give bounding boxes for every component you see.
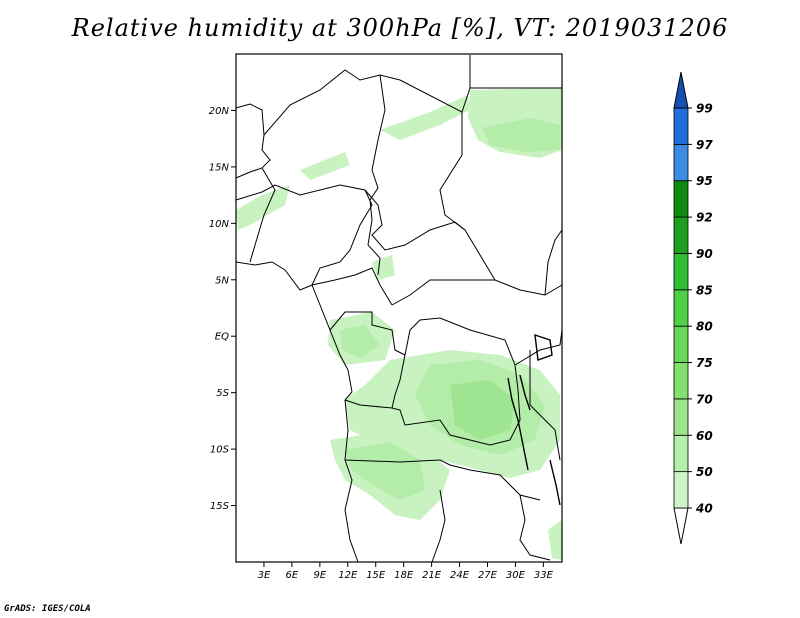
colorbar-label: 99 — [696, 102, 713, 116]
lon-tick-label: 3E — [258, 570, 271, 581]
colorbar-segment — [673, 180, 689, 218]
colorbar-segment — [673, 362, 689, 400]
colorbar: 40 50 60 70 75 80 85 90 92 95 97 99 — [673, 71, 713, 545]
colorbar-label: 40 — [695, 502, 713, 516]
lon-tick-label: 18E — [394, 570, 414, 581]
colorbar-label: 50 — [696, 465, 713, 479]
colorbar-upper-arrow — [673, 71, 689, 109]
colorbar-segment — [673, 398, 689, 436]
colorbar-segment — [673, 107, 689, 145]
colorbar-segment — [673, 143, 689, 182]
lon-tick-label: 33E — [534, 570, 554, 581]
humidity-shading — [236, 88, 562, 560]
lat-tick-label: EQ — [215, 332, 229, 343]
colorbar-segment — [673, 289, 689, 327]
lon-tick-label: 21E — [422, 570, 442, 581]
colorbar-segment — [673, 434, 689, 473]
grads-credit: GrADS: IGES/COLA — [4, 604, 91, 614]
colorbar-label: 92 — [696, 211, 713, 225]
lon-tick-label: 12E — [338, 570, 358, 581]
lat-tick-label: 10S — [210, 445, 230, 456]
lat-tick-label: 20N — [209, 106, 230, 117]
colorbar-segment — [673, 325, 689, 363]
colorbar-segment — [673, 253, 689, 291]
colorbar-label: 90 — [696, 247, 713, 261]
lon-tick-label: 30E — [506, 570, 526, 581]
lat-tick-label: 5N — [215, 275, 229, 286]
lon-tick-label: 27E — [478, 570, 498, 581]
map-frame — [235, 53, 563, 563]
colorbar-label: 85 — [696, 283, 713, 297]
colorbar-label: 75 — [696, 356, 713, 370]
colorbar-label: 80 — [696, 320, 713, 334]
colorbar-segment — [673, 471, 689, 509]
lat-tick-label: 10N — [209, 219, 230, 230]
colorbar-label: 70 — [696, 392, 713, 406]
lat-tick-label: 15N — [209, 162, 230, 173]
lon-tick-label: 9E — [313, 570, 326, 581]
colorbar-segment — [673, 216, 689, 254]
latitude-axis: 20N 15N 10N 5N EQ 5S 10S 15S — [209, 106, 236, 512]
lon-tick-label: 6E — [286, 570, 299, 581]
colorbar-lower-arrow — [673, 507, 689, 545]
lon-tick-label: 15E — [366, 570, 386, 581]
lakes — [507, 333, 561, 506]
longitude-axis: 3E 6E 9E 12E 15E 18E 21E 24E 27E 30E 33E — [258, 562, 554, 581]
chart-title: Relative humidity at 300hPa [%], VT: 201… — [71, 14, 729, 42]
lat-tick-label: 5S — [216, 388, 229, 399]
colorbar-label: 60 — [696, 429, 713, 443]
colorbar-label: 95 — [696, 174, 713, 188]
lon-tick-label: 24E — [450, 570, 470, 581]
colorbar-label: 97 — [696, 138, 713, 152]
country-borders — [235, 55, 563, 563]
lat-tick-label: 15S — [210, 501, 230, 512]
